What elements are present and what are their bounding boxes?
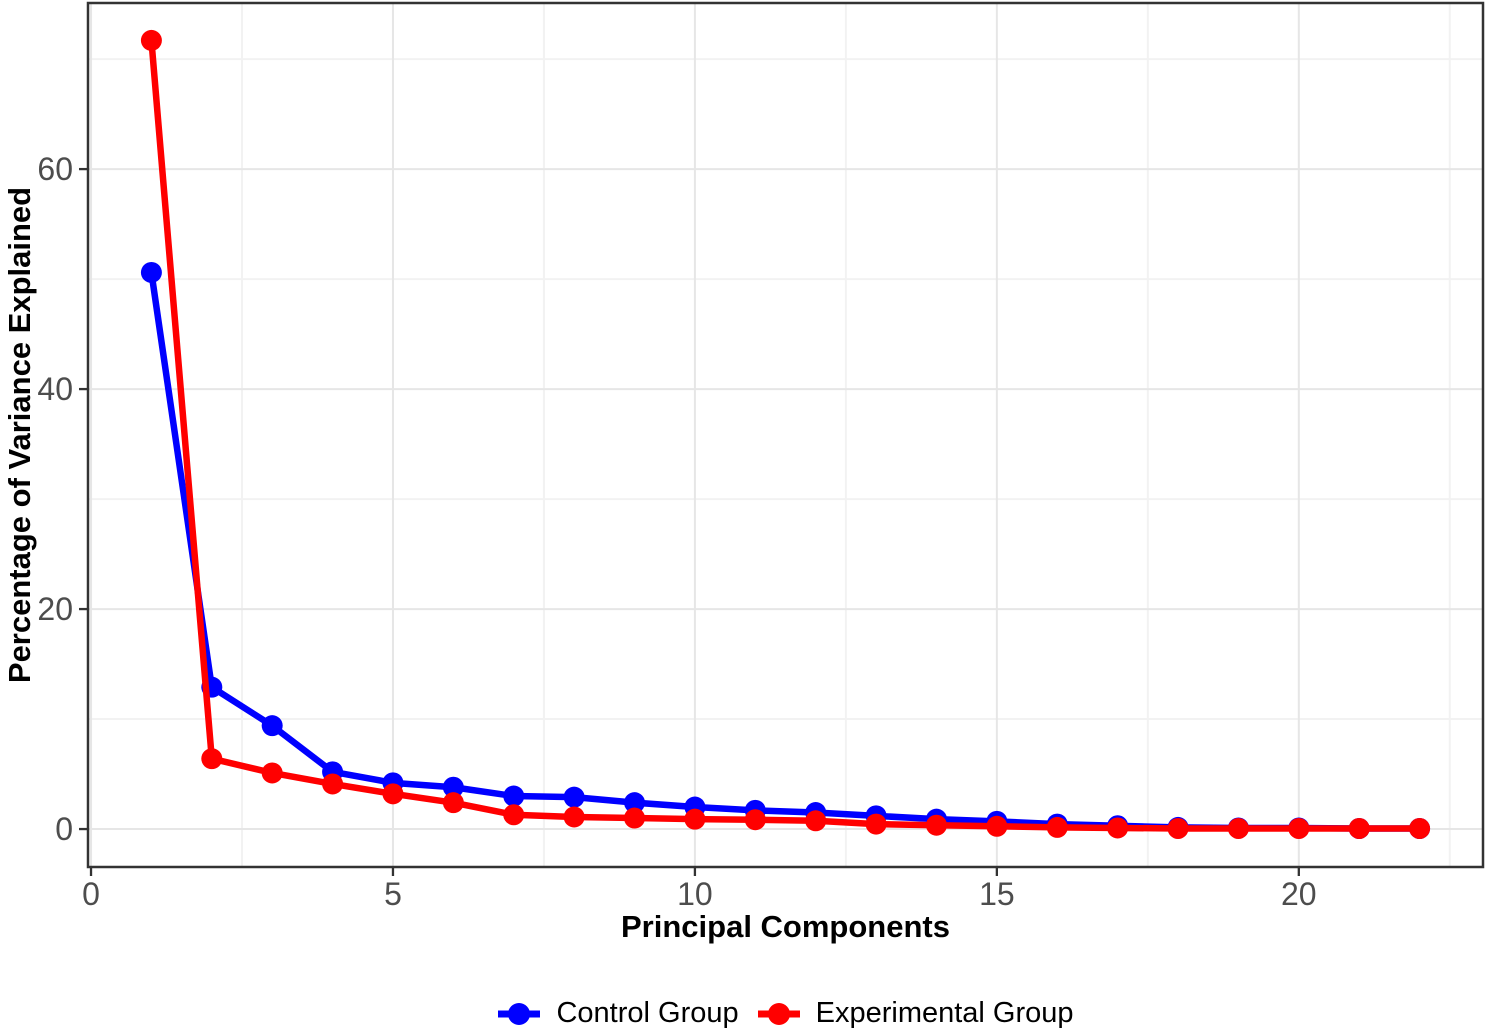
data-point-experimental-group	[865, 813, 887, 835]
series-line-experimental-group	[148, 37, 1423, 832]
legend-item-experimental-group: Experimental Group	[757, 997, 1074, 1030]
x-axis-title: Principal Components	[621, 909, 950, 944]
data-point-experimental-group	[684, 808, 706, 830]
data-point-experimental-group	[1409, 818, 1431, 840]
data-point-control-group	[261, 715, 283, 737]
axis-tick-marks	[79, 167, 1300, 876]
data-point-control-group	[624, 792, 646, 814]
data-point-experimental-group	[322, 773, 344, 795]
data-point-control-group	[503, 785, 525, 807]
data-point-control-group	[563, 786, 585, 808]
data-point-experimental-group	[140, 29, 162, 51]
legend-label-experimental-group: Experimental Group	[815, 997, 1074, 1029]
legend: Control Group Experimental Group	[88, 997, 1483, 1030]
data-point-experimental-group	[1046, 816, 1068, 838]
y-tick-label: 20	[37, 591, 73, 627]
data-point-experimental-group	[442, 792, 464, 814]
data-point-experimental-group	[805, 810, 827, 832]
data-point-experimental-group	[382, 783, 404, 805]
x-tick-label: 10	[677, 876, 713, 912]
x-tick-label: 15	[979, 876, 1015, 912]
data-point-experimental-group	[201, 748, 223, 770]
legend-key-experimental-group-icon	[757, 1002, 800, 1025]
data-point-experimental-group	[563, 806, 585, 828]
data-point-experimental-group	[1107, 817, 1129, 839]
data-point-experimental-group	[261, 762, 283, 784]
data-point-experimental-group	[1227, 818, 1249, 840]
series-layer	[140, 29, 1431, 840]
y-axis-title: Percentage of Variance Explained	[2, 187, 37, 683]
data-point-control-group	[140, 261, 162, 283]
data-point-experimental-group	[1167, 818, 1189, 840]
data-point-control-group	[442, 776, 464, 798]
data-point-experimental-group	[624, 807, 646, 829]
y-tick-label: 0	[55, 811, 73, 847]
data-point-experimental-group	[1288, 818, 1310, 840]
data-point-experimental-group	[925, 814, 947, 836]
data-point-experimental-group	[744, 809, 766, 831]
x-tick-label: 5	[384, 876, 402, 912]
y-tick-label: 40	[37, 371, 73, 407]
legend-item-control-group: Control Group	[497, 997, 739, 1030]
data-point-experimental-group	[986, 815, 1008, 837]
panel-border	[86, 1, 1485, 869]
data-point-experimental-group	[1348, 818, 1370, 840]
legend-label-control-group: Control Group	[556, 997, 739, 1029]
legend-key-control-group-icon	[498, 1002, 541, 1025]
grid-minor-lines	[88, 3, 1483, 867]
y-tick-label: 60	[37, 151, 73, 187]
axis-tick-labels: 0 5 10 15 20 0 20 40 60	[37, 151, 1316, 912]
data-point-experimental-group	[503, 804, 525, 826]
x-tick-label: 20	[1281, 876, 1317, 912]
grid-major-lines	[88, 3, 1483, 867]
series-line-control-group	[148, 269, 1423, 832]
x-tick-label: 0	[82, 876, 100, 912]
